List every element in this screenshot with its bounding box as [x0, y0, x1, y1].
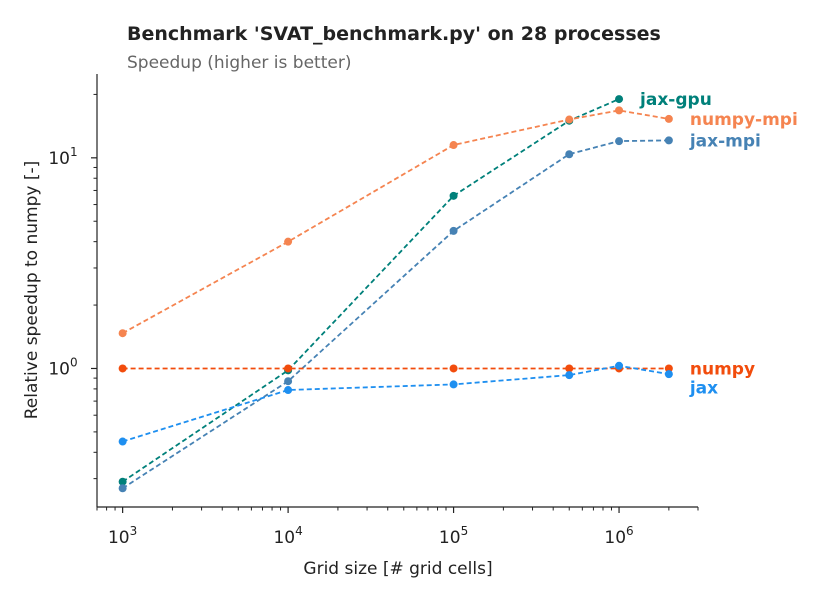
- data-point-numpy-mpi: [565, 115, 574, 124]
- series-line-jax: [122, 364, 670, 443]
- data-point-jax-mpi: [565, 150, 574, 159]
- series-line-jax-mpi: [122, 139, 669, 490]
- data-point-jax-mpi: [615, 137, 624, 146]
- data-point-jax-gpu: [615, 95, 624, 104]
- axes: 103 104 105 106 100 101: [48, 74, 699, 548]
- x-tick-label: 104: [273, 524, 302, 548]
- series-label-numpy-mpi: numpy-mpi: [690, 110, 798, 130]
- x-tick-label: 103: [108, 524, 137, 548]
- series-line-numpy-mpi: [122, 109, 670, 334]
- data-point-numpy: [565, 364, 574, 373]
- data-point-numpy: [449, 364, 458, 373]
- data-point-numpy: [664, 364, 673, 373]
- data-point-numpy-mpi: [664, 114, 673, 123]
- series-jax-mpi: [118, 136, 673, 493]
- series-label-jax-gpu: jax-gpu: [639, 90, 712, 110]
- data-point-jax: [118, 437, 127, 446]
- series-label-numpy: numpy: [690, 359, 755, 379]
- chart-subtitle: Speedup (higher is better): [127, 53, 351, 73]
- series-label-jax-mpi: jax-mpi: [689, 131, 761, 151]
- series-jax: [118, 361, 673, 446]
- data-point-jax-mpi: [664, 136, 673, 145]
- series-numpy-mpi: [118, 106, 673, 338]
- data-point-numpy-mpi: [284, 237, 293, 246]
- x-axis-label: Grid size [# grid cells]: [303, 559, 492, 579]
- data-point-numpy: [284, 364, 293, 373]
- series-label-jax: jax: [689, 378, 718, 398]
- series-layer: [118, 95, 673, 493]
- series-numpy: [118, 364, 673, 373]
- data-point-jax-mpi: [284, 377, 293, 386]
- data-point-jax: [615, 361, 624, 370]
- data-point-jax-mpi: [118, 484, 127, 493]
- data-point-numpy-mpi: [449, 141, 458, 150]
- series-line-jax-gpu: [122, 98, 620, 483]
- y-axis-label: Relative speedup to numpy [-]: [22, 161, 42, 420]
- data-point-jax: [565, 371, 574, 380]
- data-point-jax: [449, 380, 458, 389]
- y-tick-label: 100: [48, 355, 77, 379]
- x-tick-label: 106: [604, 524, 633, 548]
- data-point-numpy-mpi: [615, 106, 624, 115]
- x-tick-label: 105: [439, 524, 468, 548]
- data-point-numpy: [118, 364, 127, 373]
- data-point-jax: [664, 370, 673, 379]
- y-tick-label: 101: [48, 145, 77, 169]
- data-point-jax-gpu: [118, 477, 127, 486]
- series-jax-gpu: [118, 95, 624, 486]
- data-point-jax: [284, 386, 293, 395]
- data-point-jax-gpu: [449, 191, 458, 200]
- data-point-numpy-mpi: [118, 329, 127, 338]
- chart-title: Benchmark 'SVAT_benchmark.py' on 28 proc…: [127, 23, 661, 45]
- data-point-jax-mpi: [449, 226, 458, 235]
